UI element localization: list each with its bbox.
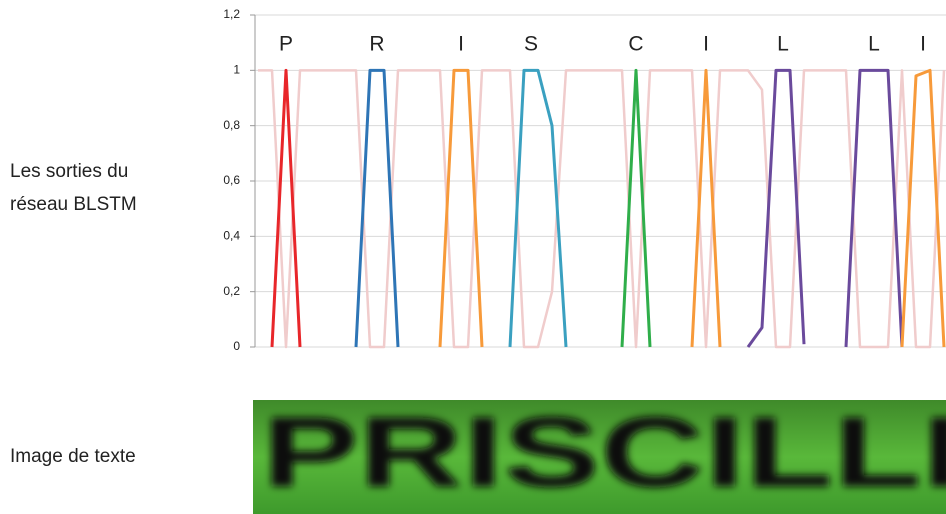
side-label: Les sorties du — [10, 161, 128, 182]
letter-annotation: I — [703, 33, 709, 56]
output-line — [900, 68, 946, 348]
letter-annotation: C — [628, 33, 643, 56]
output-line — [270, 68, 302, 348]
letter-annotation: I — [458, 33, 464, 56]
y-tick-label: 0,4 — [223, 229, 240, 243]
output-line — [844, 68, 904, 348]
output-line — [690, 68, 722, 348]
output-line — [746, 68, 806, 348]
letter-annotation: P — [279, 33, 293, 56]
output-line — [258, 69, 946, 349]
y-tick-label: 0,2 — [223, 284, 240, 298]
letter-annotation: R — [369, 33, 384, 56]
image-text: PRISCILLI — [262, 396, 946, 508]
letter-annotation: I — [920, 33, 926, 56]
y-tick-label: 1,2 — [223, 7, 240, 21]
side-label: réseau BLSTM — [10, 194, 137, 215]
y-tick-label: 1 — [233, 63, 240, 77]
output-line — [620, 68, 652, 348]
letter-annotation: S — [524, 33, 538, 56]
y-tick-label: 0 — [233, 339, 240, 353]
y-tick-label: 0,8 — [223, 118, 240, 132]
letter-annotation: L — [777, 33, 789, 56]
output-line — [438, 68, 484, 348]
y-tick-label: 0,6 — [223, 173, 240, 187]
output-line — [508, 68, 568, 348]
text-image — [253, 400, 946, 514]
letter-annotation: L — [868, 33, 880, 56]
side-label: Image de texte — [10, 446, 136, 467]
output-line — [354, 68, 400, 348]
